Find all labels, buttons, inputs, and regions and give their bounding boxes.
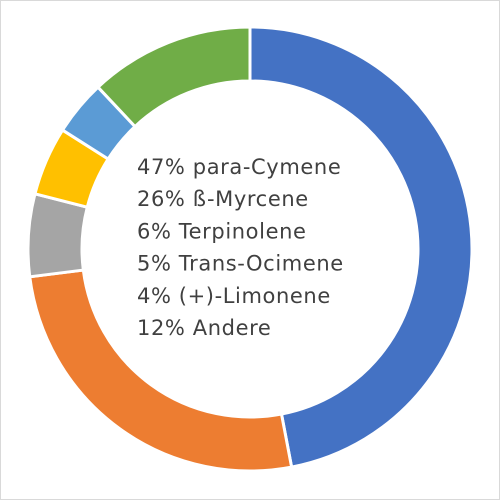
center-label: 5% Trans-Ocimene (137, 252, 344, 276)
value-label: 12% (137, 316, 185, 340)
category-label: ß-Myrcene (193, 187, 309, 211)
donut-segment (248, 25, 474, 469)
value-label: 26% (137, 187, 185, 211)
center-label: 47% para-Cymene (137, 155, 341, 179)
category-label: Terpinolene (178, 219, 307, 243)
category-label: (+)-Limonene (179, 284, 331, 308)
value-label: 4% (137, 284, 172, 308)
category-label: para-Cymene (193, 155, 342, 179)
center-label: 6% Terpinolene (137, 219, 307, 243)
donut-segment (96, 25, 252, 129)
center-label: 26% ß-Myrcene (137, 187, 309, 211)
value-label: 6% (137, 219, 172, 243)
category-label: Andere (193, 316, 272, 340)
center-label: 12% Andere (137, 316, 271, 340)
value-label: 5% (137, 252, 172, 276)
center-label: 4% (+)-Limonene (137, 284, 331, 308)
value-label: 47% (137, 155, 185, 179)
category-label: Trans-Ocimene (178, 252, 344, 276)
